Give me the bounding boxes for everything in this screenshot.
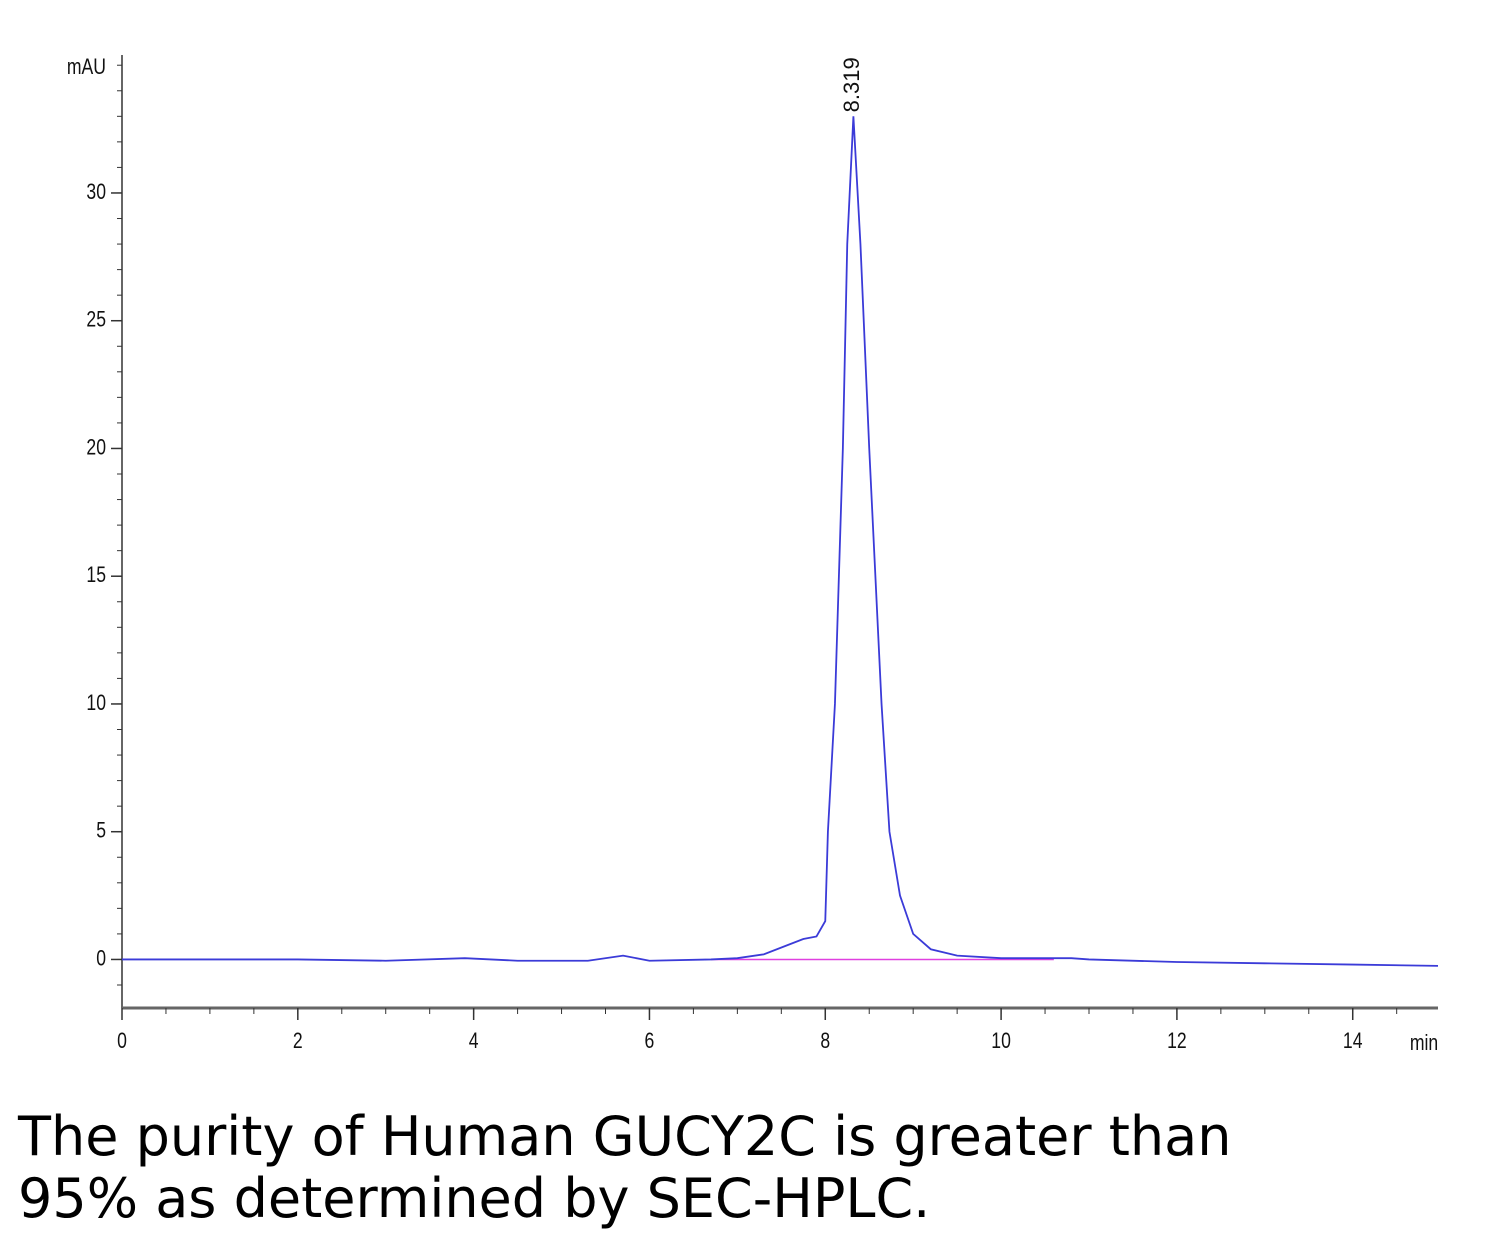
x-tick-label: 4 <box>469 1029 479 1053</box>
caption: The purity of Human GUCY2C is greater th… <box>18 1106 1231 1230</box>
y-tick-label: 15 <box>86 563 106 587</box>
y-tick-label: 20 <box>86 436 106 460</box>
x-tick-label: 12 <box>1167 1029 1187 1053</box>
y-tick-label: 0 <box>96 946 106 970</box>
x-tick-label: 14 <box>1343 1029 1363 1053</box>
trace <box>122 116 1439 967</box>
x-axis-label: min <box>1410 1031 1438 1055</box>
y-tick-label: 25 <box>86 308 106 332</box>
x-tick-label: 10 <box>991 1029 1011 1053</box>
caption-line: The purity of Human GUCY2C is greater th… <box>18 1105 1232 1168</box>
peak-label: 8.319 <box>839 57 864 112</box>
y-tick-label: 5 <box>96 819 106 843</box>
caption-line: 95% as determined by SEC-HPLC. <box>18 1167 931 1230</box>
x-tick-label: 2 <box>293 1029 303 1053</box>
chart: 0 5 10 15 20 25 30 0 2 4 6 8 10 12 14 mAU min 8.319 <box>67 55 1439 1055</box>
y-axis-label: mAU <box>67 55 106 79</box>
y-tick-label: 10 <box>86 691 106 715</box>
y-tick-label: 30 <box>86 180 106 204</box>
x-tick-label: 8 <box>820 1029 830 1053</box>
x-tick-label: 6 <box>645 1029 655 1053</box>
x-tick-label: 0 <box>117 1029 127 1053</box>
